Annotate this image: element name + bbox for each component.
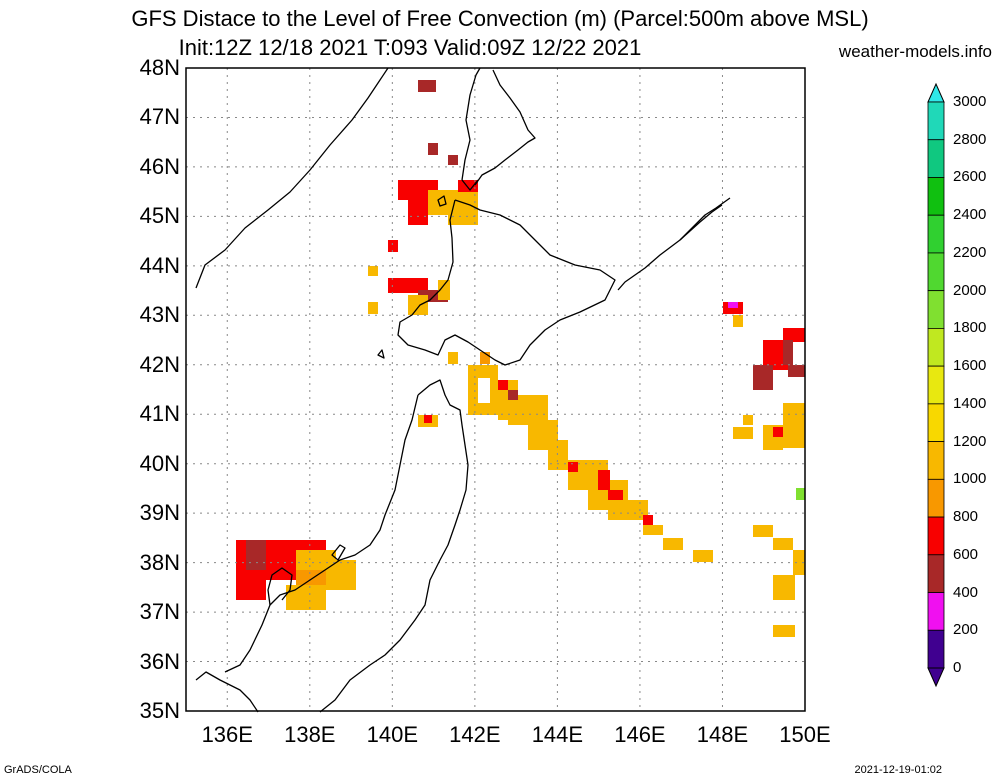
- colorbar-label: 2600: [953, 168, 987, 186]
- lon-label: 150E: [779, 722, 831, 747]
- colorbar: [927, 82, 945, 688]
- colorbar-label: 800: [953, 508, 979, 526]
- lat-label: 42N: [139, 351, 180, 377]
- footer-left: GrADS/COLA: [4, 764, 72, 776]
- colorbar-label: 600: [953, 545, 979, 563]
- lat-label: 45N: [139, 203, 180, 229]
- lfc-cells: [236, 80, 805, 637]
- lat-label: 38N: [139, 549, 180, 575]
- lat-label: 47N: [139, 104, 180, 130]
- colorbar-label: 1400: [953, 394, 987, 412]
- title-line-1: GFS Distace to the Level of Free Convect…: [131, 6, 869, 31]
- colorbar-label: 1000: [953, 470, 987, 488]
- title-line-2: Init:12Z 12/18 2021 T:093 Valid:09Z 12/2…: [178, 35, 642, 60]
- lon-label: 136E: [201, 722, 253, 747]
- colorbar-segment: [927, 592, 945, 631]
- lat-label: 37N: [139, 599, 180, 625]
- colorbar-label: 1800: [953, 319, 987, 337]
- colorbar-bottom-arrow: [927, 667, 945, 688]
- colorbar-segment: [927, 365, 945, 405]
- lat-label: 35N: [139, 698, 180, 723]
- lat-label: 39N: [139, 500, 180, 526]
- colorbar-segment: [927, 403, 945, 443]
- colorbar-label: 2800: [953, 130, 987, 148]
- colorbar-label: 2200: [953, 243, 987, 261]
- colorbar-label: 1600: [953, 357, 987, 375]
- colorbar-label: 200: [953, 621, 979, 639]
- coastlines: [195, 67, 731, 713]
- colorbar-segment: [927, 177, 945, 216]
- lat-label: 44N: [139, 252, 180, 278]
- map-gridlines: [186, 68, 805, 711]
- lon-label: 146E: [614, 722, 666, 747]
- colorbar-segment: [927, 629, 945, 669]
- lat-label: 48N: [139, 55, 180, 80]
- lon-label: 144E: [531, 722, 584, 747]
- colorbar-segment: [927, 252, 945, 292]
- lat-label: 40N: [139, 450, 180, 476]
- colorbar-segment: [927, 327, 945, 367]
- colorbar-segment: [927, 516, 945, 556]
- lon-label: 138E: [284, 722, 336, 747]
- colorbar-label: 400: [953, 583, 979, 601]
- lon-label: 148E: [696, 722, 749, 747]
- colorbar-label: 2400: [953, 206, 987, 224]
- lon-label: 140E: [366, 722, 419, 747]
- colorbar-label: 3000: [953, 93, 987, 110]
- colorbar-segment: [927, 290, 945, 329]
- lat-label: 41N: [139, 401, 180, 427]
- colorbar-segment: [927, 441, 945, 480]
- colorbar-label: 2000: [953, 281, 987, 299]
- colorbar-label: 1200: [953, 432, 987, 450]
- map-frame: [185, 67, 806, 712]
- footer-right: 2021-12-19-01:02: [854, 764, 942, 776]
- colorbar-label: 0: [953, 659, 962, 676]
- colorbar-top-arrow: [927, 82, 945, 103]
- colorbar-segment: [927, 478, 945, 518]
- colorbar-segment: [927, 101, 945, 141]
- site-label: weather-models.info: [838, 42, 992, 61]
- lat-label: 46N: [139, 153, 180, 179]
- lon-label: 142E: [449, 722, 501, 747]
- lat-label: 36N: [139, 648, 180, 674]
- colorbar-segment: [927, 139, 945, 178]
- colorbar-segment: [927, 214, 945, 254]
- colorbar-segment: [927, 554, 945, 593]
- lat-label: 43N: [139, 302, 180, 328]
